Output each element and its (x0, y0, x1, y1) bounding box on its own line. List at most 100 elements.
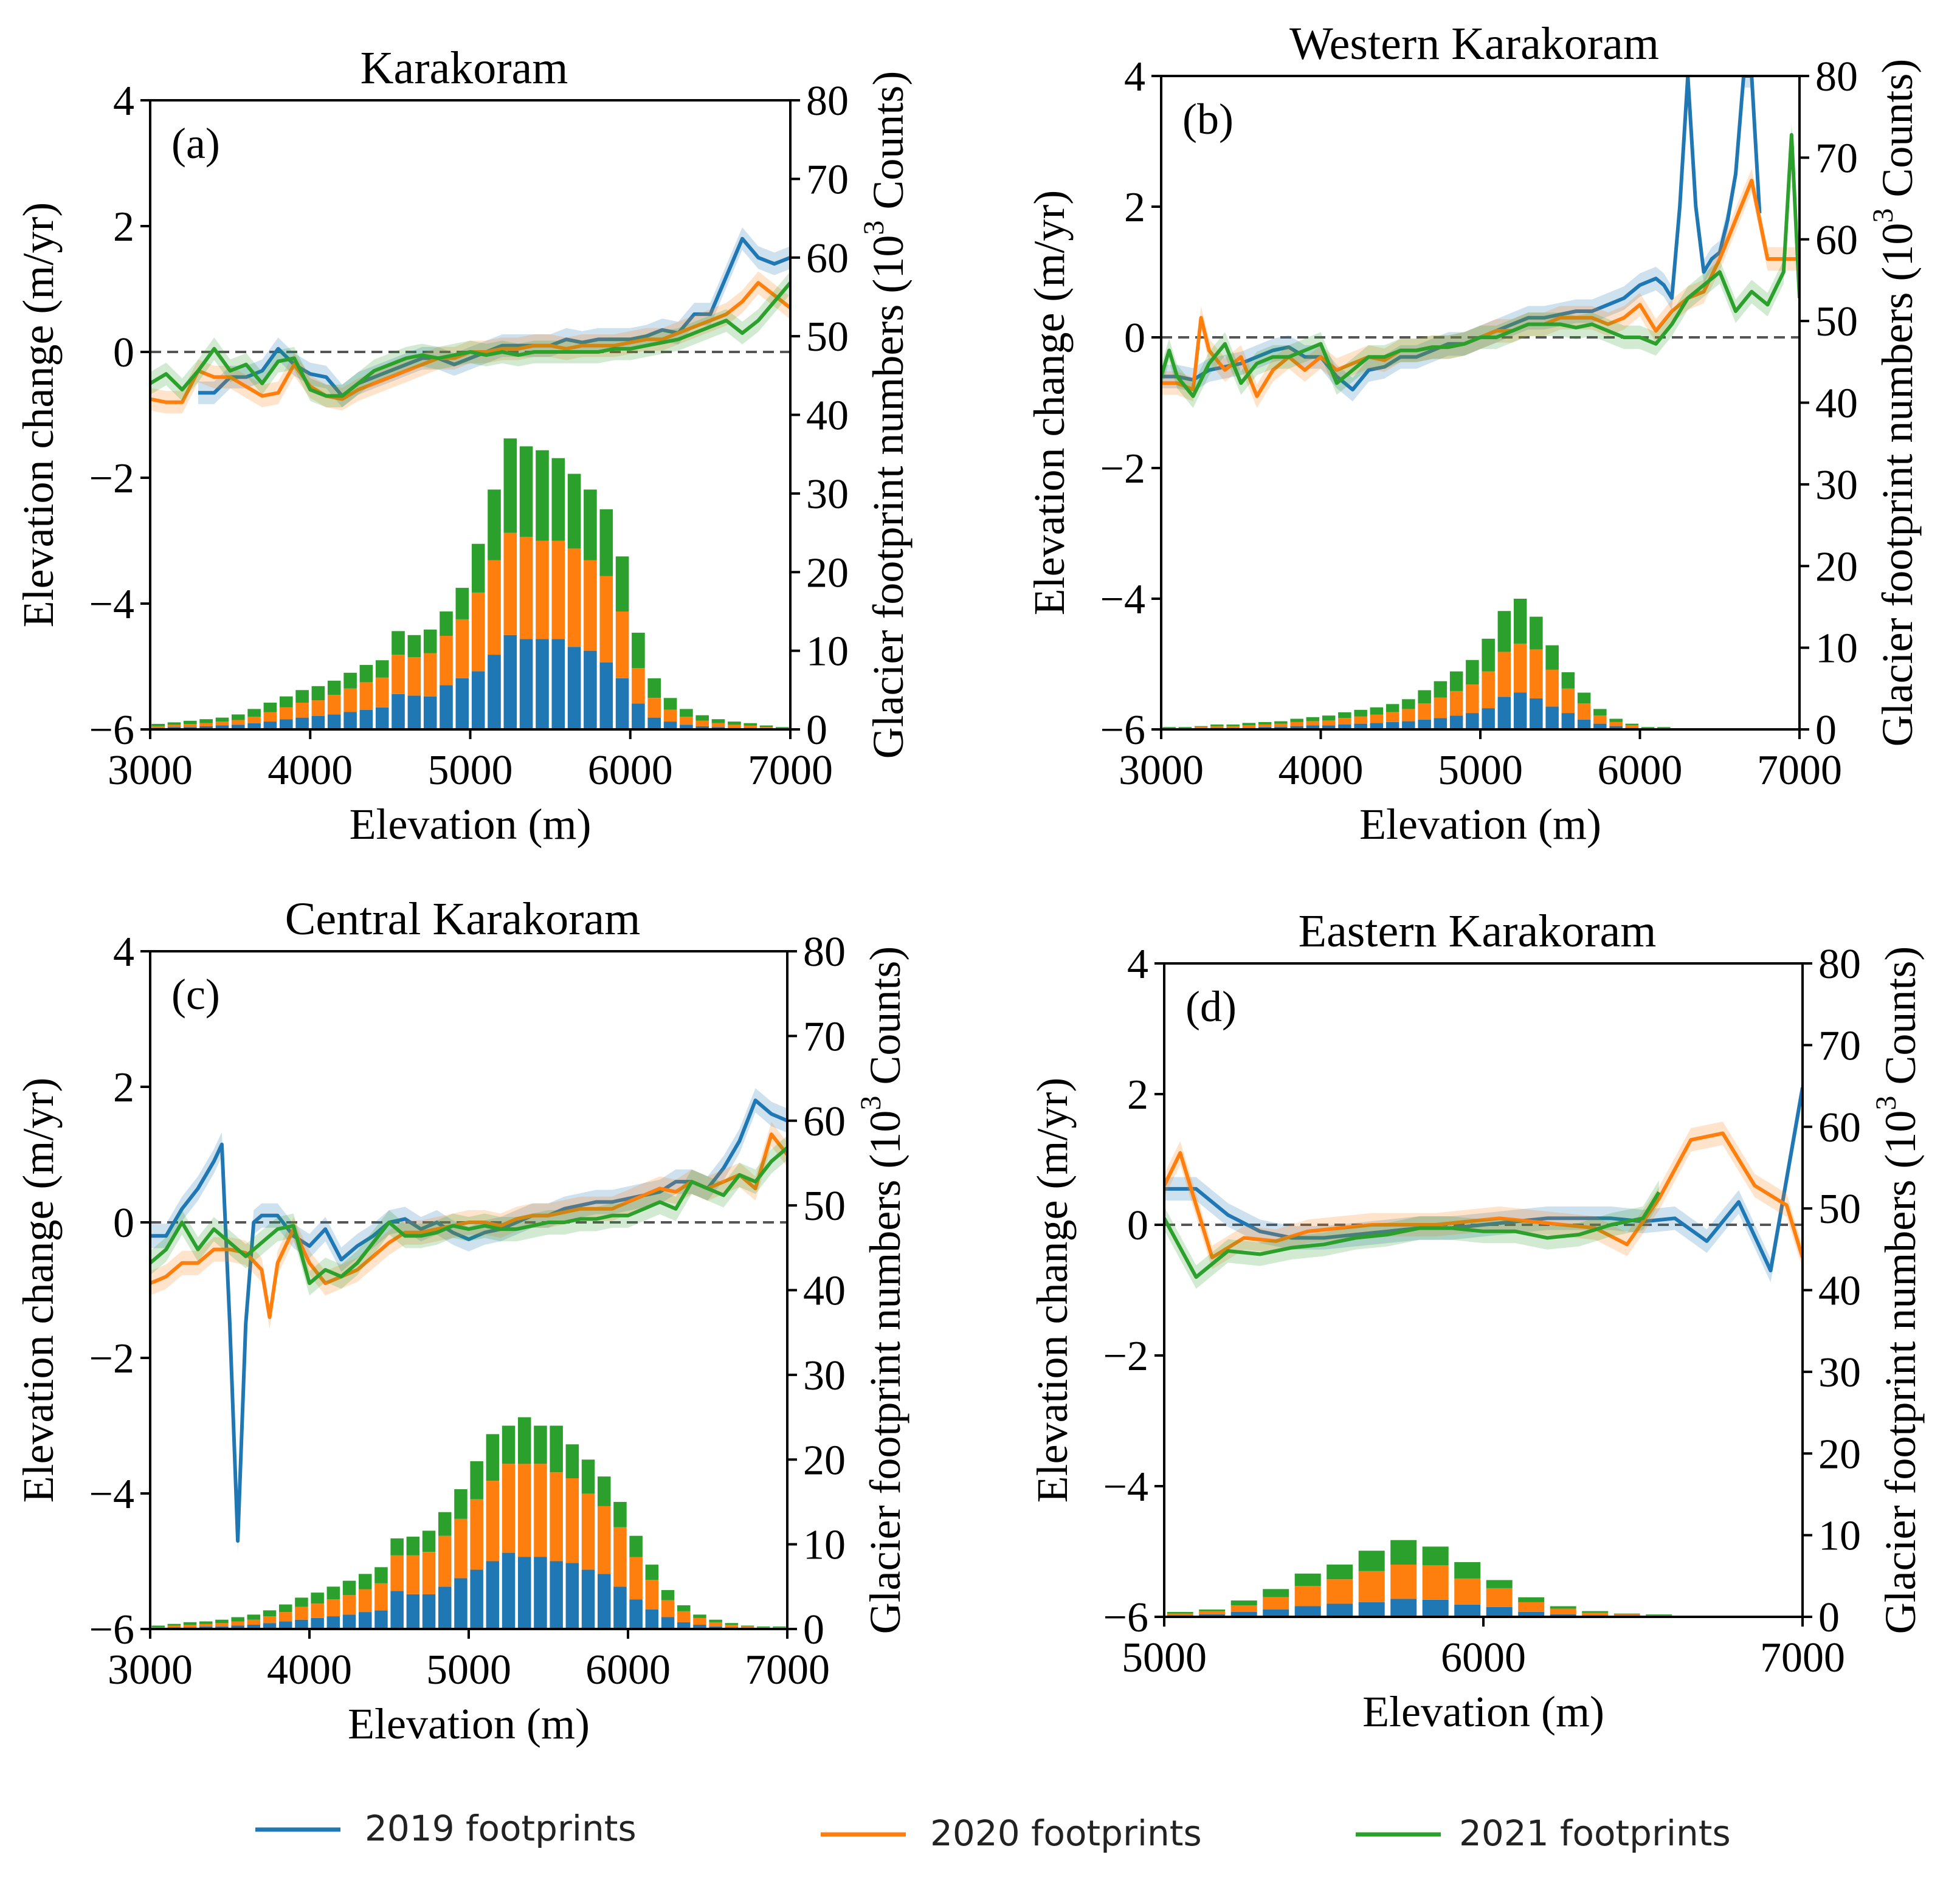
bar-2020-5150 (1199, 1611, 1226, 1614)
y2tick-label: 20 (803, 1437, 846, 1484)
bar-2019-6550 (709, 1626, 722, 1629)
panel-letter: (d) (1185, 982, 1237, 1031)
bar-2020-6450 (693, 1617, 706, 1625)
bar-2021-4650 (407, 635, 421, 657)
y2tick-label: 10 (803, 1522, 846, 1569)
bar-2019-6250 (661, 1617, 675, 1629)
bar-2021-3050 (151, 1625, 165, 1628)
bar-2020-4050 (311, 700, 325, 716)
bar-2021-5250 (1230, 1600, 1257, 1606)
bar-2021-5750 (584, 489, 597, 560)
band-2020 (1164, 1121, 1803, 1270)
bar-2021-3350 (199, 719, 213, 723)
ytick-label: −6 (1103, 1594, 1148, 1641)
y2tick-label: 80 (803, 929, 846, 976)
line-2021 (1161, 133, 1800, 398)
bar-2021-6550 (711, 719, 725, 723)
y2-label-main: Glacier footprint numbers (10 (861, 1111, 909, 1634)
bar-2019-6050 (1486, 1607, 1513, 1617)
bar-2021-3650 (1258, 722, 1272, 725)
bar-2020-5750 (1390, 1565, 1417, 1599)
bar-2019-4850 (440, 685, 453, 729)
panel-letter: (a) (171, 119, 220, 168)
bar-2019-3650 (247, 723, 261, 729)
bar-2019-5750 (1593, 723, 1607, 729)
bar-2021-6050 (632, 632, 645, 669)
line-2021 (1164, 1191, 1661, 1279)
bar-2021-5950 (615, 556, 629, 611)
y2-axis-label: Glacier footprint numbers (103 Counts) (1870, 946, 1925, 1634)
bar-2020-4450 (1385, 712, 1399, 722)
y2-label-main: Glacier footprint numbers (10 (1873, 223, 1922, 747)
bar-2021-4450 (1385, 704, 1399, 712)
bar-2021-6050 (1486, 1580, 1513, 1588)
bar-2020-6450 (1613, 1614, 1640, 1616)
y2-axis-label: Glacier footprint numbers (103 Counts) (858, 71, 913, 759)
bar-2019-6350 (680, 725, 693, 729)
bar-2021-3150 (1178, 727, 1192, 728)
bar-2019-3650 (247, 1625, 261, 1629)
bar-2019-5850 (1422, 1599, 1449, 1617)
bar-2021-3150 (167, 1624, 181, 1626)
bar-2021-4750 (422, 1531, 436, 1552)
bar-2020-3750 (263, 1616, 277, 1624)
xtick-label: 3000 (108, 747, 193, 794)
bar-2021-5950 (1625, 723, 1639, 726)
bar-2019-5350 (519, 639, 533, 729)
plot-frame (1163, 962, 1804, 1618)
bar-2019-3450 (215, 725, 229, 729)
bar-2021-6250 (1550, 1606, 1576, 1609)
bar-2019-5650 (565, 1563, 579, 1629)
y2tick-label: 0 (1815, 707, 1837, 754)
bar-2020-5550 (1327, 1579, 1353, 1604)
bar-2020-3150 (167, 725, 181, 728)
bar-2020-5650 (1358, 1571, 1385, 1602)
ytick-label: 0 (1127, 1202, 1148, 1249)
bar-2019-5250 (1513, 692, 1527, 729)
bar-2019-5850 (599, 663, 613, 729)
bar-2020-3950 (295, 703, 309, 718)
band-2019 (150, 1088, 787, 1554)
bar-2021-4150 (326, 1586, 340, 1600)
bar-2019-5550 (550, 1561, 563, 1629)
bar-2019-3850 (279, 1621, 292, 1629)
bar-2021-3450 (215, 717, 229, 722)
bar-2020-4950 (454, 1518, 468, 1579)
bar-2021-6750 (744, 723, 757, 726)
bar-2021-5850 (1422, 1546, 1449, 1566)
line-2021 (150, 1146, 787, 1286)
bar-2019-4150 (327, 714, 341, 729)
bar-2020-5950 (1454, 1578, 1481, 1605)
bar-2020-6250 (1550, 1608, 1576, 1614)
bar-2021-6150 (647, 678, 661, 698)
bar-2019-5250 (1230, 1611, 1257, 1617)
bar-2020-3450 (215, 722, 229, 726)
y2tick-label: 30 (806, 471, 849, 518)
x-axis-label: Elevation (m) (350, 800, 592, 849)
y-axis-label: Elevation change (m/yr) (1028, 1078, 1077, 1503)
bar-2021-6150 (1657, 727, 1671, 728)
xtick-label: 5000 (1438, 747, 1523, 794)
ytick-label: 2 (113, 1064, 134, 1111)
ytick-label: 0 (1124, 315, 1145, 362)
y2tick-label: 40 (803, 1268, 846, 1315)
bar-2021-5850 (598, 1476, 611, 1506)
band-2020 (150, 1122, 787, 1330)
bar-2020-3750 (1274, 723, 1288, 727)
bar-2019-5050 (471, 671, 485, 729)
bar-2019-5650 (1358, 1602, 1385, 1617)
bar-2021-5350 (519, 446, 533, 537)
bar-2020-5050 (1167, 1613, 1193, 1616)
bar-2019-4050 (1322, 725, 1336, 729)
bar-2021-4150 (1338, 712, 1351, 718)
y2tick-label: 30 (803, 1352, 846, 1399)
ytick-label: 2 (113, 204, 134, 250)
bar-2021-6550 (1646, 1614, 1672, 1616)
bar-2019-3950 (1306, 725, 1320, 729)
bar-2020-4050 (311, 1603, 324, 1618)
ytick-label: −4 (1100, 576, 1145, 623)
line-2021 (150, 281, 790, 398)
bar-2021-4450 (375, 660, 389, 678)
y2tick-label: 60 (1818, 1104, 1861, 1151)
y2-label-tail: Counts) (864, 71, 913, 221)
